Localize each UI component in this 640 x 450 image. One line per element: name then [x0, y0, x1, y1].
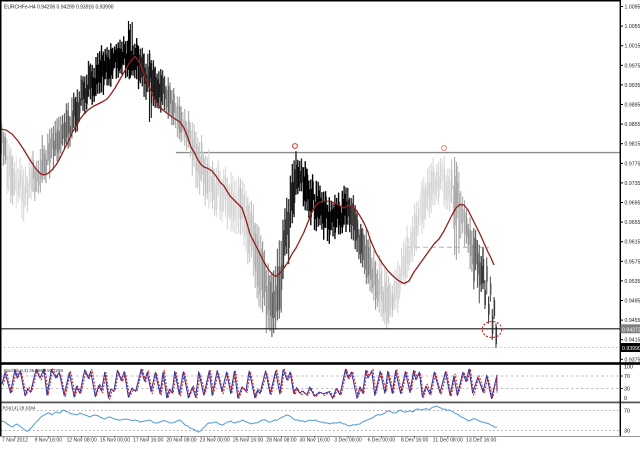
svg-text:9 Nov 16:00: 9 Nov 16:00: [35, 438, 63, 444]
svg-text:17 Nov 16:00: 17 Nov 16:00: [133, 438, 163, 444]
svg-text:1.0055: 1.0055: [625, 24, 640, 30]
svg-text:0.9535: 0.9535: [625, 279, 640, 285]
svg-text:30: 30: [624, 429, 630, 435]
svg-text:30 Nov 16:00: 30 Nov 16:00: [300, 438, 330, 444]
svg-text:0.9895: 0.9895: [625, 103, 640, 109]
svg-text:7 Nov 2012: 7 Nov 2012: [2, 438, 28, 444]
svg-text:3 Dec 08:00: 3 Dec 08:00: [334, 438, 362, 444]
svg-text:8 Dec 16:00: 8 Dec 16:00: [401, 438, 429, 444]
svg-text:EURCHFe-H4 0.94206 0.94299 0: EURCHFe-H4 0.94206 0.94299 0.93916 0.939…: [4, 5, 114, 11]
svg-text:11 Dec 08:00: 11 Dec 08:00: [433, 438, 463, 444]
svg-text:1.0095: 1.0095: [625, 5, 640, 11]
svg-text:23 Nov 00:00: 23 Nov 00:00: [200, 438, 230, 444]
svg-text:0.9855: 0.9855: [625, 122, 640, 128]
svg-text:70: 70: [624, 374, 630, 380]
svg-text:100: 100: [624, 365, 633, 371]
svg-text:0.93990: 0.93990: [622, 346, 640, 352]
svg-text:0.9375: 0.9375: [625, 357, 640, 363]
svg-text:0.9815: 0.9815: [625, 142, 640, 148]
svg-text:70: 70: [624, 409, 630, 415]
svg-text:0.9615: 0.9615: [625, 240, 640, 246]
svg-text:12 Nov 08:00: 12 Nov 08:00: [66, 438, 96, 444]
svg-text:25 Nov 16:00: 25 Nov 16:00: [233, 438, 263, 444]
svg-text:Stoch(5,3,3) 25.0982 19.7286: Stoch(5,3,3) 25.0982 19.7286: [4, 368, 64, 373]
svg-text:0.9975: 0.9975: [625, 63, 640, 69]
svg-text:0.94372: 0.94372: [622, 327, 640, 333]
svg-text:0.9415: 0.9415: [625, 338, 640, 344]
svg-text:0.9935: 0.9935: [625, 83, 640, 89]
svg-text:1.0015: 1.0015: [625, 44, 640, 50]
svg-text:0.9455: 0.9455: [625, 318, 640, 324]
svg-text:0.9655: 0.9655: [625, 220, 640, 226]
svg-text:0.9695: 0.9695: [625, 201, 640, 207]
svg-text:15 Nov 00:00: 15 Nov 00:00: [100, 438, 130, 444]
svg-text:0.9495: 0.9495: [625, 299, 640, 305]
svg-text:0.9575: 0.9575: [625, 259, 640, 265]
svg-text:30: 30: [624, 387, 630, 393]
svg-text:13 Dec 16:00: 13 Dec 16:00: [466, 438, 496, 444]
svg-text:0.9735: 0.9735: [625, 181, 640, 187]
svg-text:20 Nov 08:00: 20 Nov 08:00: [166, 438, 196, 444]
svg-text:28 Nov 08:00: 28 Nov 08:00: [266, 438, 296, 444]
svg-text:6 Dec 00:00: 6 Dec 00:00: [368, 438, 396, 444]
svg-text:0: 0: [624, 396, 627, 402]
svg-text:RSI(14) 28.6384: RSI(14) 28.6384: [3, 406, 37, 411]
svg-text:0.9775: 0.9775: [625, 161, 640, 167]
